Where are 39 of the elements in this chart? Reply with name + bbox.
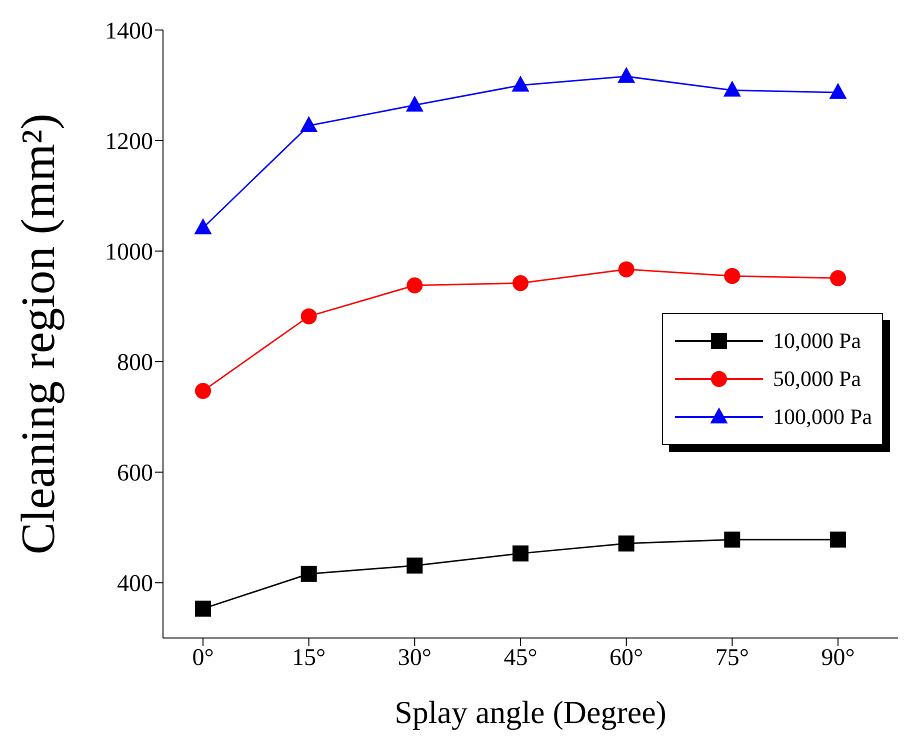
point bbox=[406, 558, 423, 574]
x-tick-label: 0° bbox=[192, 645, 214, 672]
y-tick-label: 800 bbox=[117, 350, 153, 376]
point bbox=[618, 535, 634, 552]
point bbox=[406, 96, 424, 112]
point bbox=[618, 261, 634, 278]
point bbox=[724, 532, 740, 548]
point bbox=[724, 268, 740, 284]
point bbox=[723, 80, 741, 97]
point bbox=[512, 76, 530, 92]
legend-label: 100,000 Pa bbox=[773, 404, 872, 430]
x-tick-label: 60° bbox=[610, 645, 644, 672]
point bbox=[512, 545, 528, 562]
legend-label: 50,000 Pa bbox=[773, 366, 861, 392]
x-tick-label: 30° bbox=[398, 645, 432, 672]
y-tick-label: 1000 bbox=[105, 240, 153, 266]
point bbox=[618, 66, 636, 83]
x-tick-label: 90° bbox=[821, 645, 855, 672]
x-tick-label: 45° bbox=[504, 645, 538, 672]
x-axis-title: Splay angle (Degree) bbox=[394, 694, 666, 730]
point bbox=[512, 275, 528, 292]
point bbox=[195, 600, 211, 617]
y-tick-label: 1200 bbox=[105, 129, 153, 156]
x-tick-label: 15° bbox=[292, 645, 326, 672]
point bbox=[829, 82, 847, 99]
point bbox=[300, 116, 318, 132]
point bbox=[194, 218, 212, 234]
point bbox=[195, 382, 211, 399]
legend-label: 10,000 Pa bbox=[773, 328, 861, 354]
point bbox=[300, 566, 317, 582]
point bbox=[830, 270, 846, 286]
y-axis-title: Cleaning region (mm²) bbox=[12, 114, 65, 554]
point bbox=[406, 277, 423, 294]
point bbox=[830, 532, 846, 548]
y-tick-label: 400 bbox=[117, 571, 153, 598]
x-tick-label: 75° bbox=[715, 645, 749, 672]
y-tick-label: 600 bbox=[117, 460, 153, 487]
point bbox=[300, 308, 317, 324]
y-tick-label: 1400 bbox=[105, 18, 153, 45]
